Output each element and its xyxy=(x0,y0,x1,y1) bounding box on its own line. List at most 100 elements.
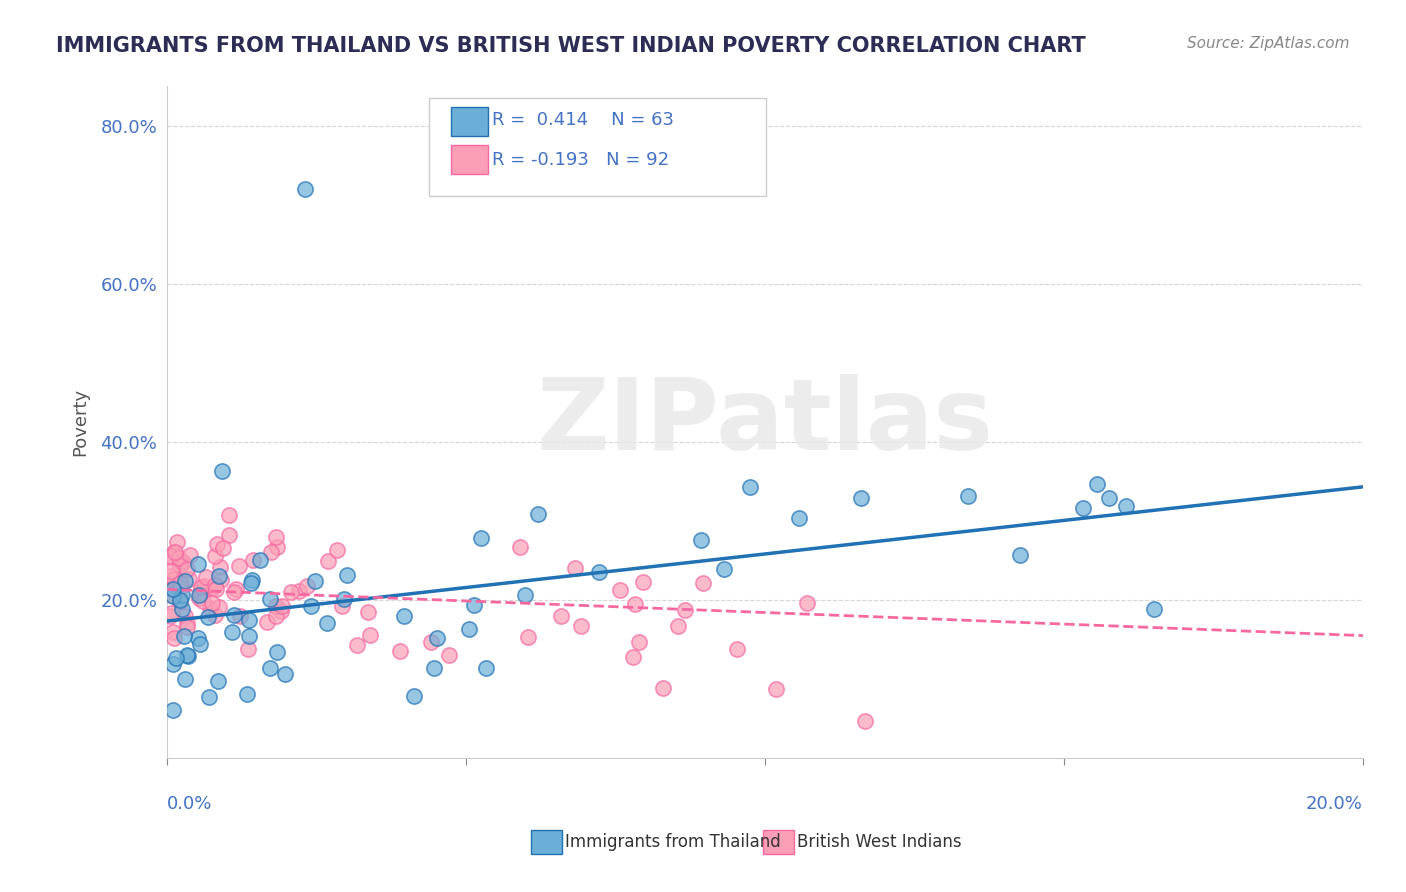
Immigrants from Thailand xyxy=(787,511,810,525)
British West Indians xyxy=(207,599,229,614)
British West Indians xyxy=(692,575,714,590)
British West Indians xyxy=(200,596,222,610)
British West Indians xyxy=(209,560,232,574)
Immigrants from Thailand xyxy=(177,648,200,663)
British West Indians xyxy=(162,625,184,640)
British West Indians xyxy=(271,599,294,614)
Text: R =  0.414    N = 63: R = 0.414 N = 63 xyxy=(492,112,673,129)
Immigrants from Thailand xyxy=(336,568,359,582)
British West Indians xyxy=(270,603,292,617)
British West Indians xyxy=(280,585,302,599)
British West Indians xyxy=(188,591,211,606)
Immigrants from Thailand xyxy=(176,648,198,663)
British West Indians xyxy=(260,545,283,559)
British West Indians xyxy=(176,562,198,576)
British West Indians xyxy=(765,681,787,696)
British West Indians xyxy=(218,508,240,523)
Immigrants from Thailand xyxy=(588,565,610,579)
British West Indians xyxy=(169,595,191,609)
Immigrants from Thailand xyxy=(162,703,184,717)
British West Indians xyxy=(256,615,278,629)
Immigrants from Thailand xyxy=(1143,602,1166,616)
British West Indians xyxy=(159,549,181,563)
British West Indians xyxy=(212,541,235,555)
Immigrants from Thailand xyxy=(221,625,243,640)
Immigrants from Thailand xyxy=(188,588,211,602)
British West Indians xyxy=(673,603,696,617)
Immigrants from Thailand xyxy=(198,690,221,704)
British West Indians xyxy=(166,534,188,549)
Immigrants from Thailand xyxy=(332,592,354,607)
British West Indians xyxy=(295,579,318,593)
British West Indians xyxy=(218,528,240,542)
Immigrants from Thailand xyxy=(849,491,872,505)
British West Indians xyxy=(264,530,287,544)
Immigrants from Thailand xyxy=(162,657,184,671)
Text: Immigrants from Thailand: Immigrants from Thailand xyxy=(565,833,780,851)
Immigrants from Thailand xyxy=(259,592,281,607)
Immigrants from Thailand xyxy=(162,582,184,596)
Text: 20.0%: 20.0% xyxy=(1306,796,1362,814)
British West Indians xyxy=(191,594,214,608)
Immigrants from Thailand xyxy=(458,622,481,636)
British West Indians xyxy=(177,572,200,586)
British West Indians xyxy=(564,561,586,575)
British West Indians xyxy=(853,714,876,728)
Text: Source: ZipAtlas.com: Source: ZipAtlas.com xyxy=(1187,36,1350,51)
British West Indians xyxy=(264,599,287,614)
British West Indians xyxy=(796,596,818,610)
British West Indians xyxy=(159,582,181,596)
British West Indians xyxy=(204,607,226,622)
British West Indians xyxy=(242,552,264,566)
British West Indians xyxy=(609,583,631,598)
Immigrants from Thailand xyxy=(239,576,262,591)
Immigrants from Thailand xyxy=(173,629,195,643)
British West Indians xyxy=(167,550,190,565)
Immigrants from Thailand xyxy=(238,629,260,643)
British West Indians xyxy=(163,545,186,559)
Text: 0.0%: 0.0% xyxy=(167,796,212,814)
British West Indians xyxy=(159,588,181,602)
Immigrants from Thailand xyxy=(513,588,536,602)
Immigrants from Thailand xyxy=(188,637,211,651)
British West Indians xyxy=(170,580,193,594)
British West Indians xyxy=(165,578,187,592)
Immigrants from Thailand xyxy=(259,661,281,675)
Immigrants from Thailand xyxy=(266,644,288,658)
British West Indians xyxy=(666,619,689,633)
Immigrants from Thailand xyxy=(475,661,498,675)
Immigrants from Thailand xyxy=(404,689,426,703)
British West Indians xyxy=(225,582,247,596)
British West Indians xyxy=(516,630,538,644)
British West Indians xyxy=(176,615,198,630)
Immigrants from Thailand xyxy=(172,588,194,602)
British West Indians xyxy=(162,631,184,645)
British West Indians xyxy=(169,558,191,573)
British West Indians xyxy=(550,608,572,623)
British West Indians xyxy=(437,648,460,662)
British West Indians xyxy=(330,599,353,613)
British West Indians xyxy=(193,579,215,593)
Immigrants from Thailand xyxy=(174,672,197,686)
British West Indians xyxy=(163,573,186,587)
Immigrants from Thailand xyxy=(422,661,444,675)
Immigrants from Thailand xyxy=(1085,476,1108,491)
Immigrants from Thailand xyxy=(238,613,260,627)
Immigrants from Thailand xyxy=(527,507,550,521)
British West Indians xyxy=(725,641,748,656)
Immigrants from Thailand xyxy=(957,489,980,503)
Immigrants from Thailand xyxy=(713,561,735,575)
Immigrants from Thailand xyxy=(187,557,209,571)
British West Indians xyxy=(204,549,226,563)
British West Indians xyxy=(205,537,228,551)
British West Indians xyxy=(652,681,675,695)
British West Indians xyxy=(509,541,531,555)
Text: R = -0.193   N = 92: R = -0.193 N = 92 xyxy=(492,151,669,169)
British West Indians xyxy=(228,558,250,573)
Immigrants from Thailand xyxy=(1098,491,1121,505)
Text: IMMIGRANTS FROM THAILAND VS BRITISH WEST INDIAN POVERTY CORRELATION CHART: IMMIGRANTS FROM THAILAND VS BRITISH WEST… xyxy=(56,36,1085,55)
British West Indians xyxy=(174,609,197,624)
Immigrants from Thailand xyxy=(169,592,191,607)
Immigrants from Thailand xyxy=(208,569,231,583)
British West Indians xyxy=(204,578,226,592)
